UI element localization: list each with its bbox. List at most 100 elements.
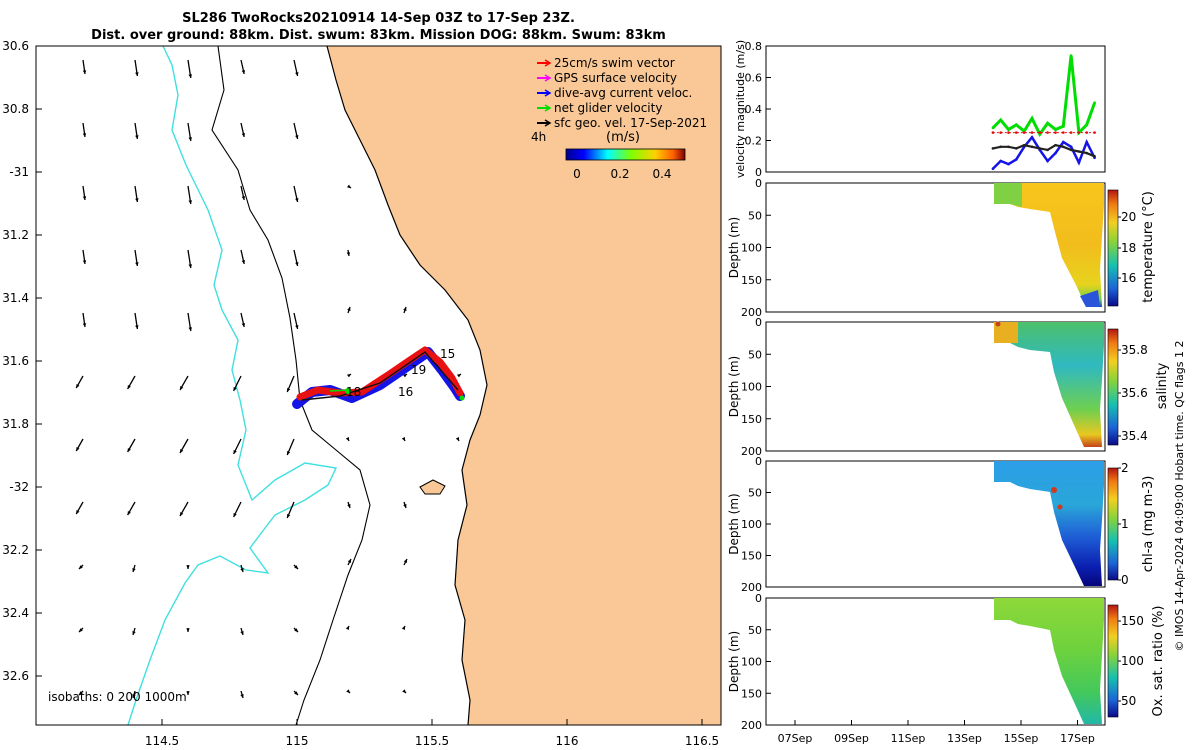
velocity-point [1069, 54, 1073, 57]
velocity-ylabel: velocity magnitude (m/s) [734, 40, 747, 178]
velocity-arrowhead [233, 450, 237, 454]
coastline [326, 46, 488, 725]
legend-entry-label: dive-avg current veloc. [554, 86, 692, 100]
colorbar-tick-label: 35.4 [1121, 429, 1148, 443]
velocity-arrowhead [403, 374, 407, 378]
velocity-point [1062, 125, 1065, 128]
velocity-point [1093, 131, 1096, 134]
velocity-arrowhead [180, 386, 184, 390]
depth-tick-label: 100 [741, 518, 762, 531]
velocity-arrowhead [79, 565, 83, 569]
velocity-arrowhead [346, 689, 350, 693]
velocity-point [1015, 123, 1018, 127]
legend-arrowhead [544, 104, 552, 112]
depth-tick-label: 200 [741, 581, 762, 594]
chla-section [994, 461, 1104, 586]
velocity-arrowhead [241, 70, 246, 74]
colorbar-tick-2: 0.4 [652, 167, 671, 181]
velocity-y-tick-label: 0.8 [745, 40, 763, 53]
colorbar-tick-label: 0 [1121, 573, 1129, 587]
chla-high-point-1 [1051, 487, 1057, 493]
colorbar-tick-label: 100 [1121, 654, 1144, 668]
depth-axis-label: Depth (m) [727, 356, 741, 417]
velocity-arrowhead [188, 327, 192, 331]
velocity-arrowhead [455, 437, 459, 441]
swim-vector-track [296, 346, 464, 401]
depth-tick-label: 50 [748, 209, 762, 222]
velocity-arrowhead [347, 559, 351, 563]
colorbar-ticks: 16 18 20 35.4 35.6 35.8 0 1 2 50 100 150 [1118, 210, 1148, 708]
velocity-series [991, 54, 1097, 171]
velocity-arrowhead [180, 449, 184, 453]
velocity-point [1054, 131, 1057, 134]
velocity-arrowhead [401, 626, 405, 630]
velocity-point [1030, 131, 1034, 134]
velocity-point [1085, 131, 1088, 134]
velocity-point [1085, 151, 1088, 155]
velocity-arrowhead [82, 260, 87, 264]
velocity-arrowhead [295, 325, 299, 329]
island [419, 479, 446, 495]
temperature-colorbar [1107, 189, 1119, 307]
velocity-point [999, 145, 1002, 149]
oxygen-colorbar [1107, 604, 1119, 718]
depth-tick-label: 100 [741, 242, 762, 255]
velocity-arrowhead [76, 510, 80, 514]
track-label-16: 16 [398, 385, 413, 399]
map-x-tick-label: 116.5 [685, 734, 719, 748]
map-x-tick-label: 116 [556, 734, 579, 748]
legend-arrowhead [544, 74, 552, 82]
velocity-arrowhead [186, 628, 190, 632]
velocity-arrowhead [188, 200, 192, 204]
map-y-tick-label: 31.2 [2, 228, 29, 242]
colorbar-tick-label: 2 [1121, 461, 1129, 475]
velocity-arrowhead [295, 198, 299, 202]
velocity-arrowhead [240, 568, 244, 572]
map-panel: 15 19 18 16 30.6 30.8 -31 31.2 31.4 31.6 31.8 -… [2, 39, 722, 748]
velocity-point [1085, 140, 1088, 144]
chla-high-point-2 [1057, 504, 1063, 510]
salinity-label: salinity [1155, 362, 1170, 409]
track-end-marker [345, 388, 351, 394]
time-tick-label: 09Sep [834, 732, 869, 745]
velocity-point [1069, 148, 1073, 152]
velocity-point [1077, 150, 1081, 153]
velocity-point [999, 118, 1002, 122]
velocity-y-tick-label: 0.2 [745, 135, 763, 148]
legend-arrowhead [544, 89, 552, 97]
depth-tick-label: 200 [741, 306, 762, 319]
velocity-point [991, 131, 995, 134]
velocity-arrowhead [347, 374, 351, 378]
map-y-tick-label: 31.6 [2, 354, 29, 368]
isobath-1000 [211, 46, 371, 725]
depth-tick-label: 100 [741, 381, 762, 394]
velocity-arrowhead [132, 631, 136, 635]
map-x-tick-label: 115 [286, 734, 309, 748]
velocity-point [991, 147, 995, 150]
velocity-arrowhead [127, 448, 131, 452]
map-y-tick-label: 31.4 [2, 291, 29, 305]
velocity-point [1054, 143, 1057, 147]
velocity-arrowhead [76, 384, 80, 388]
velocity-point [1022, 143, 1026, 147]
map-border [35, 45, 722, 726]
depth-tick-label: 50 [748, 487, 762, 500]
velocity-point [1093, 155, 1096, 158]
legend-4h-label: 4h [531, 130, 546, 144]
temperature-deep-layer [1080, 290, 1100, 307]
velocity-arrowhead [188, 264, 192, 268]
velocity-arrowhead [403, 307, 407, 311]
velocity-arrowhead [188, 137, 192, 141]
velocity-point [999, 131, 1002, 134]
velocity-point [1054, 128, 1057, 131]
velocity-arrowhead [135, 198, 139, 202]
time-tick-label: 11Sep [891, 732, 926, 745]
depth-tick-label: 0 [755, 455, 762, 468]
map-x-tick-label: 114.5 [145, 734, 179, 748]
velocity-arrowhead [346, 252, 351, 256]
map-x-tick-label: 115.5 [415, 734, 449, 748]
velocity-arrowhead [347, 184, 351, 188]
chla-label: chl-a (mg m-3) [1141, 476, 1156, 573]
map-y-tick-label: 30.8 [2, 102, 29, 116]
depth-tick-label: 50 [748, 348, 762, 361]
